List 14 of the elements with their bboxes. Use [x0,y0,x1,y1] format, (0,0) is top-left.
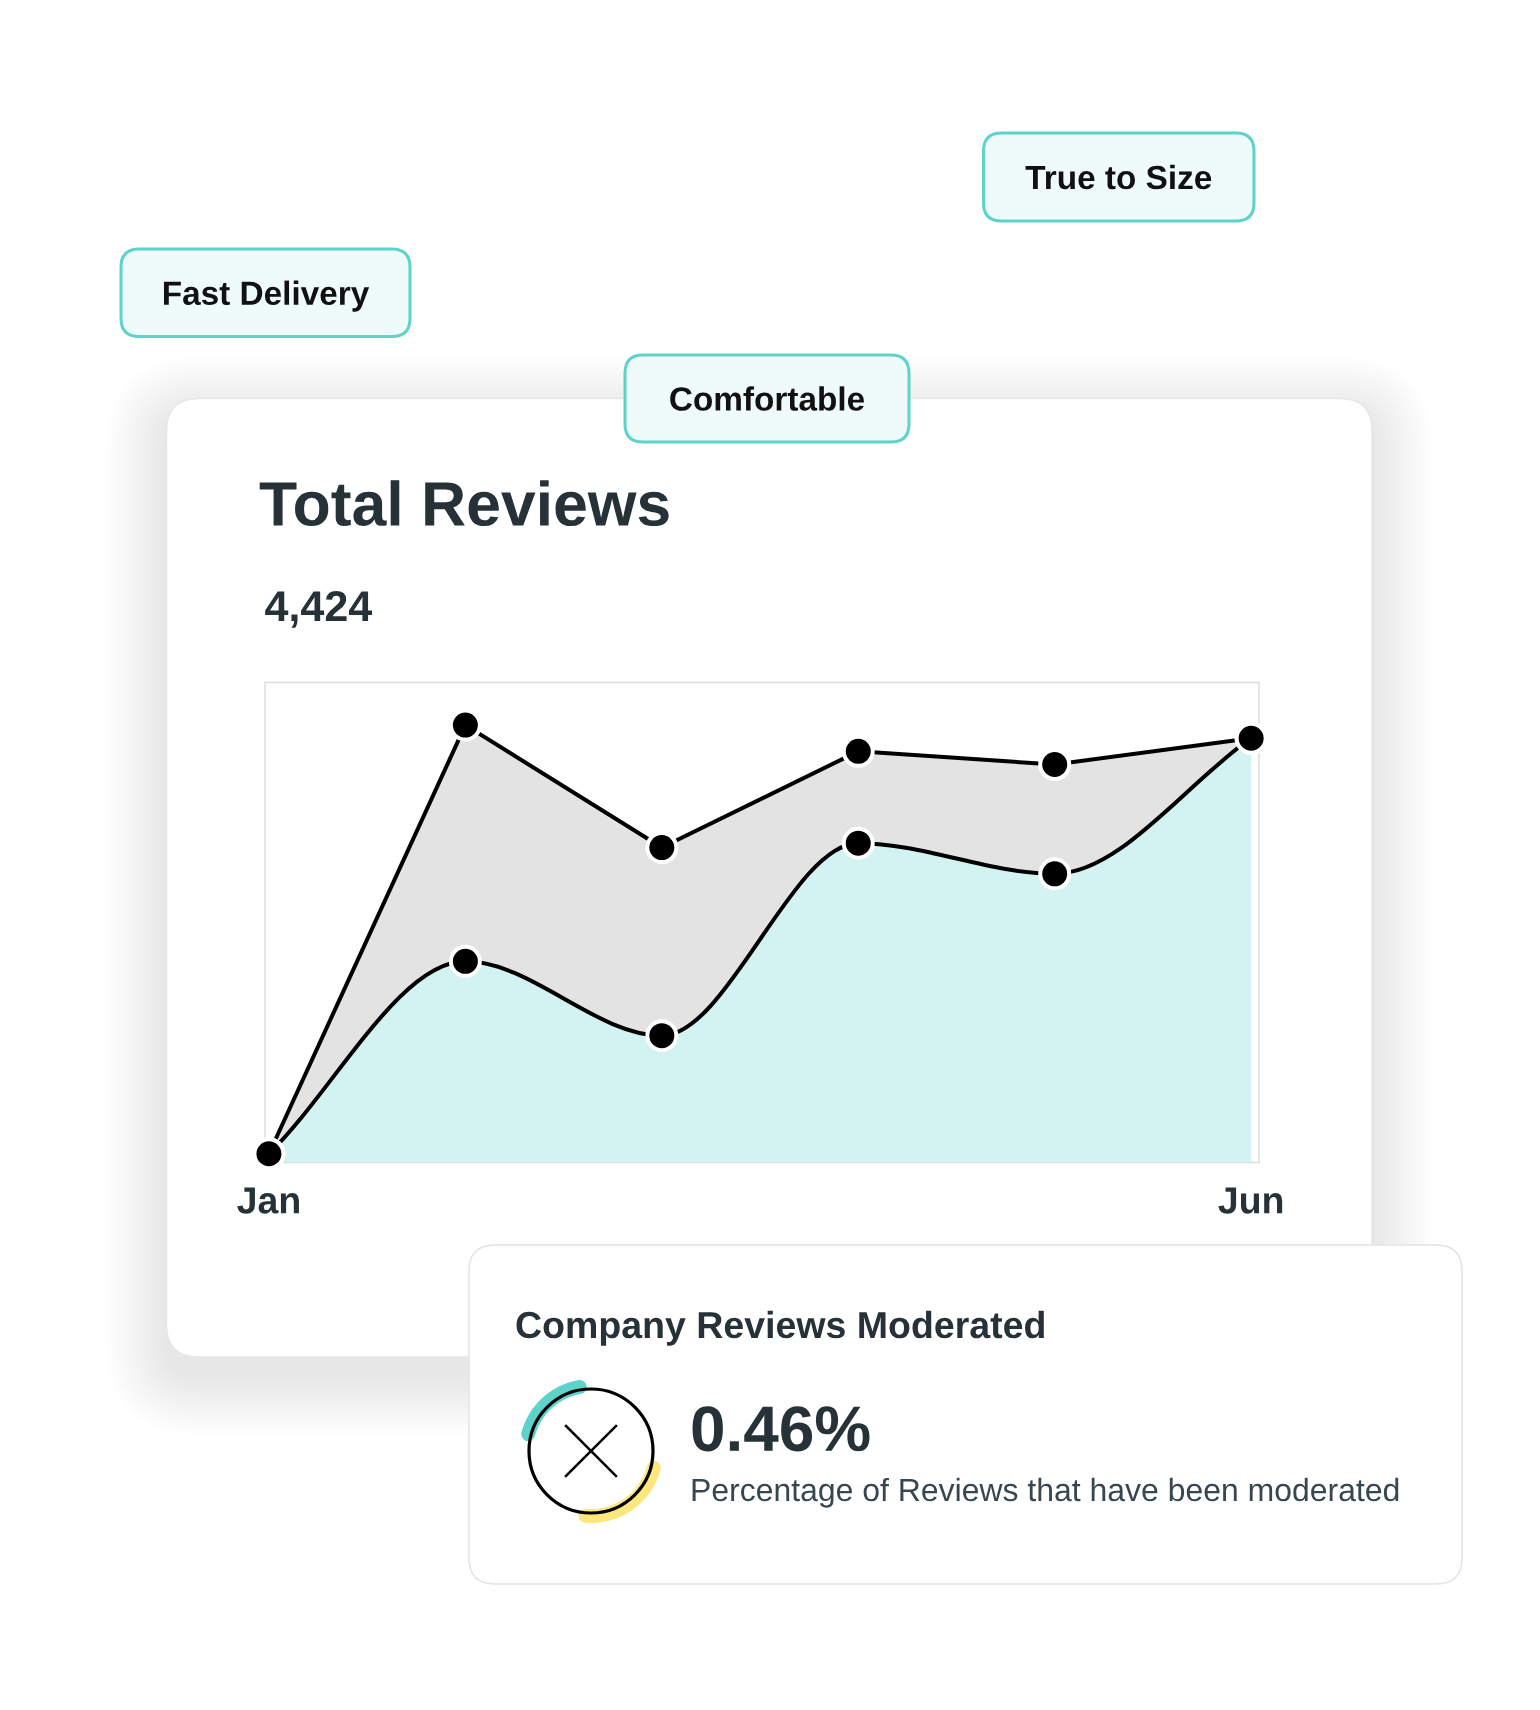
chart-title: Total Reviews [259,480,669,527]
text: True to Size [1025,164,1212,190]
x-tick-label: Jun [1218,1187,1283,1214]
text: Fast Delivery [163,280,370,312]
x-tick-label: Jan [237,1187,299,1214]
chart-subtitle: 4,424 [265,590,373,628]
point [645,1019,679,1053]
point [1038,857,1072,891]
text: Comfortable [670,386,865,411]
point [448,944,482,978]
text: Company Reviews Moderated [516,1310,1044,1346]
text: Percentage of Reviews that have been moderated [692,1477,1399,1508]
point [841,826,875,860]
text: 0.46% [692,1406,870,1452]
